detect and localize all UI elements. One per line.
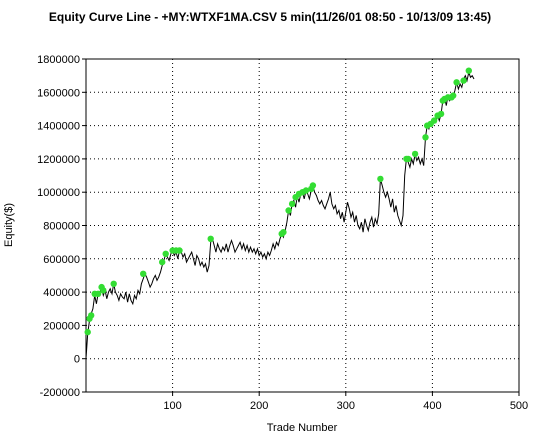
equity-high-marker <box>162 250 169 257</box>
equity-high-marker <box>302 187 310 194</box>
x-tick-label: 300 <box>337 400 355 412</box>
equity-line <box>85 70 475 359</box>
x-tick-label: 100 <box>163 400 181 412</box>
equity-high-marker <box>450 92 457 99</box>
y-tick-label: 1400000 <box>37 121 80 133</box>
y-tick-label: 600000 <box>43 254 80 266</box>
equity-high-marker <box>453 79 460 86</box>
equity-high-marker <box>88 312 95 319</box>
equity-high-marker <box>405 155 412 163</box>
equity-high-marker <box>100 287 107 294</box>
equity-high-marker <box>309 182 317 189</box>
equity-high-marker <box>84 328 91 336</box>
x-tick-label: 200 <box>250 400 268 412</box>
y-tick-label: 1000000 <box>37 187 80 199</box>
equity-high-marker <box>437 110 445 118</box>
equity-high-marker <box>110 280 117 287</box>
y-tick-label: 1600000 <box>37 87 80 99</box>
chart-title: Equity Curve Line - +MY:WTXF1MA.CSV 5 mi… <box>49 10 491 24</box>
equity-high-marker <box>288 200 296 208</box>
equity-high-marker <box>465 67 472 74</box>
equity-high-marker <box>285 207 292 214</box>
equity-high-marker <box>411 150 419 158</box>
y-tick-label: 200000 <box>43 320 80 332</box>
x-axis-ticks: 100 200 300 400 500 <box>163 392 528 412</box>
y-axis-ticks: 1800000 1600000 1400000 1200000 1000000 80000… <box>37 54 86 399</box>
equity-high-marker <box>94 290 102 297</box>
y-tick-label: 0 <box>74 354 80 366</box>
equity-high-marker <box>460 77 467 84</box>
y-tick-label: 1200000 <box>37 154 80 166</box>
equity-high-marker <box>176 247 183 254</box>
grid-lines <box>86 59 519 392</box>
equity-series <box>85 70 475 359</box>
x-axis-label: Trade Number <box>267 422 338 434</box>
y-tick-label: 800000 <box>43 221 80 233</box>
equity-high-marker <box>430 117 438 124</box>
equity-high-marker <box>207 235 214 242</box>
x-tick-label: 500 <box>510 400 528 412</box>
y-tick-label: 1800000 <box>37 54 80 66</box>
x-tick-label: 400 <box>423 400 441 412</box>
equity-high-marker <box>159 258 166 266</box>
equity-high-marker <box>280 229 287 236</box>
equity-high-marker <box>140 270 147 277</box>
equity-high-marker <box>422 134 429 141</box>
y-tick-label: -200000 <box>40 387 80 399</box>
new-high-markers <box>84 67 472 336</box>
equity-high-marker <box>377 175 384 183</box>
y-axis-label: Equity($) <box>3 203 15 247</box>
y-tick-label: 400000 <box>43 287 80 299</box>
